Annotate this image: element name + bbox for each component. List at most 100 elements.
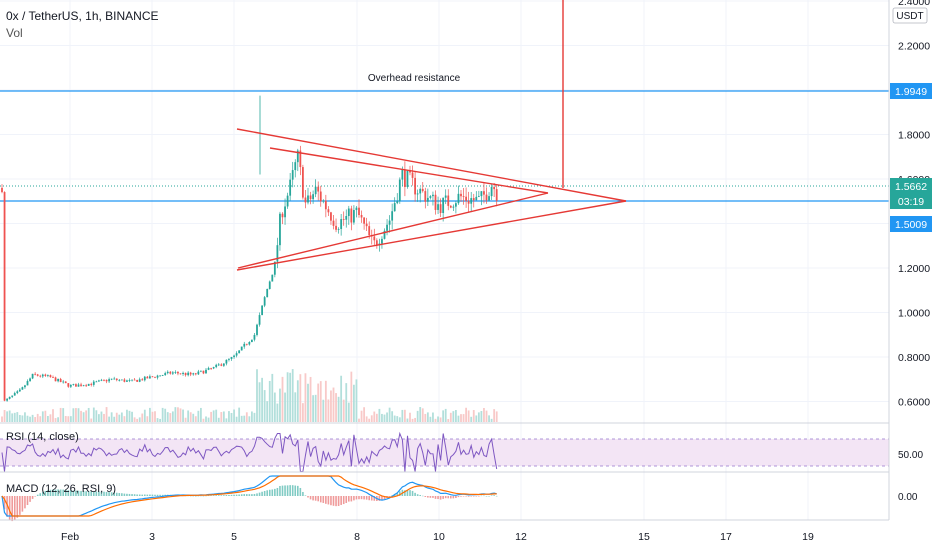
macd-histogram-bar — [230, 494, 233, 496]
volume-bar — [92, 407, 95, 422]
wedge-inner-upper-line[interactable] — [269, 147, 549, 194]
volume-bar — [62, 408, 65, 422]
macd-histogram-bar — [427, 496, 429, 498]
volume-bar — [233, 409, 235, 422]
macd-histogram-bar — [314, 496, 317, 501]
horizontal-lines[interactable] — [0, 90, 889, 202]
currency-label: USDT — [896, 11, 923, 22]
macd-histogram-bar — [31, 496, 34, 499]
candle-body — [411, 172, 414, 178]
volume-bar — [179, 408, 182, 422]
volume-bar — [184, 417, 187, 422]
candle-body — [202, 370, 205, 374]
candle-body — [495, 189, 498, 201]
wedge-outer-upper-line[interactable] — [236, 128, 627, 202]
volume-bar — [299, 374, 302, 422]
candle-body — [286, 195, 289, 207]
currency-box[interactable] — [892, 7, 928, 24]
candle-body — [312, 194, 314, 200]
volume-bar — [324, 380, 327, 422]
time-tick-label: 19 — [802, 531, 814, 543]
volume-bar — [205, 416, 207, 422]
volume-bar — [353, 384, 355, 422]
resistance-annotation[interactable]: Overhead resistance — [368, 73, 461, 84]
candle-body — [462, 196, 465, 198]
macd-histogram-bar — [151, 494, 154, 496]
pattern-drawings[interactable]: Overhead resistance — [236, 0, 627, 271]
macd-histogram-bar — [11, 496, 13, 522]
volume-bar — [404, 409, 406, 422]
macd-histogram-bar — [146, 494, 149, 496]
volume-bar — [174, 407, 177, 422]
volume-bar — [386, 412, 388, 422]
volume-bar — [360, 410, 363, 422]
candle-body — [115, 378, 118, 381]
price-tick-label: 2.2000 — [898, 41, 930, 53]
candle-body — [159, 375, 161, 377]
support-badge — [890, 216, 932, 232]
macd-histogram-bar — [304, 495, 307, 496]
macd-histogram-bar — [164, 494, 166, 496]
candle-body — [419, 188, 422, 194]
volume-bar — [470, 416, 473, 422]
candle-body — [77, 384, 80, 387]
wedge-outer-lower-line[interactable] — [236, 200, 627, 271]
volume-bar — [419, 407, 422, 422]
macd-histogram-bar — [439, 496, 442, 500]
macd-histogram-bar — [6, 496, 8, 517]
last-price-badge — [890, 178, 932, 194]
volume-bar — [54, 418, 57, 422]
volume-bar — [207, 417, 210, 422]
volume-bar — [488, 415, 490, 422]
volume-label[interactable]: Vol — [6, 26, 23, 40]
volume-bar — [490, 418, 493, 422]
volume-bar — [131, 411, 133, 422]
candle-body — [228, 358, 230, 360]
macd-histogram-bar — [424, 496, 427, 497]
volume-bar — [136, 418, 139, 422]
macd-histogram-bar — [360, 496, 363, 500]
candle-body — [118, 379, 121, 381]
candle-body — [16, 391, 19, 394]
candle-body — [108, 379, 110, 382]
candle-body — [483, 191, 485, 195]
volume-bar — [31, 414, 34, 422]
candle-body — [212, 367, 215, 369]
time-tick-label: 5 — [231, 531, 237, 543]
candle-body — [210, 367, 212, 369]
macd-legend[interactable]: MACD (12, 26, RSI, 9) — [6, 483, 117, 495]
candle-body — [398, 179, 401, 202]
volume-bar — [128, 410, 131, 422]
candle-body — [485, 194, 488, 201]
volume-bar — [363, 407, 365, 422]
candle-body — [368, 226, 371, 236]
volume-bar — [194, 416, 197, 422]
volume-bar — [21, 415, 24, 422]
volume-bar — [432, 412, 434, 422]
symbol-title[interactable]: 0x / TetherUS, 1h, BINANCE — [6, 9, 159, 23]
time-axis[interactable]: Feb 3 5 8 10 12 15 17 19 — [0, 519, 889, 543]
candle-body — [169, 371, 172, 374]
volume-bar — [41, 411, 44, 422]
candle-body — [194, 373, 197, 375]
rsi-legend[interactable]: RSI (14, close) — [6, 431, 79, 443]
price-axis[interactable]: 2.40002.20002.00001.80001.60001.40001.20… — [888, 0, 932, 520]
wedge-inner-lower-line[interactable] — [237, 192, 549, 269]
macd-histogram-bar — [319, 496, 322, 503]
macd-histogram-bar — [271, 489, 274, 496]
volume-bar — [72, 408, 75, 422]
candle-body — [138, 379, 141, 382]
macd-histogram-bar — [21, 496, 24, 512]
volume-bar — [322, 399, 325, 422]
candle-body — [401, 169, 404, 180]
candle-body — [123, 379, 126, 382]
volume-bar — [273, 392, 276, 422]
candle-body — [105, 379, 108, 382]
macd-histogram-bar — [345, 496, 348, 503]
macd-histogram-bar — [202, 495, 205, 497]
macd-histogram-bar — [95, 491, 98, 496]
time-tick-label: 15 — [638, 531, 650, 543]
candle-body — [75, 384, 77, 387]
